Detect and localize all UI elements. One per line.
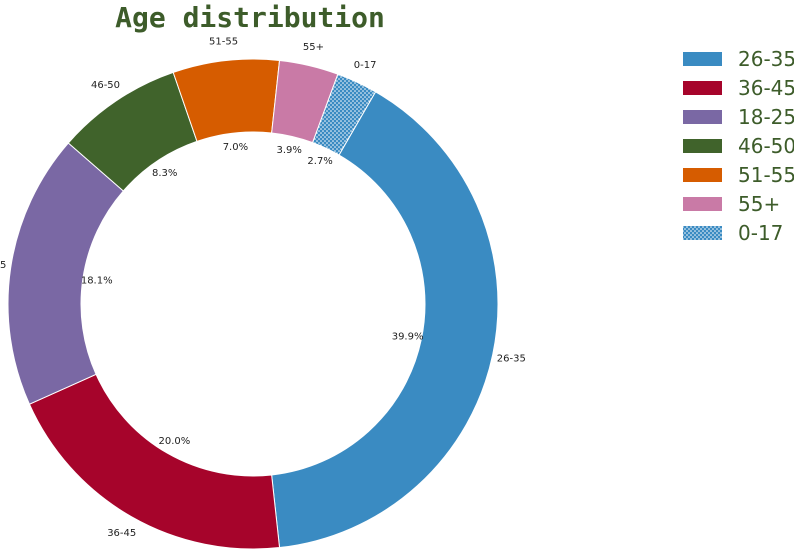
slice-label-51-55: 51-55 xyxy=(209,37,238,48)
slice-36-45 xyxy=(28,373,281,550)
pct-label-26-35: 39.9% xyxy=(392,332,424,343)
slice-label-26-35: 26-35 xyxy=(497,353,526,364)
slice-0-17 xyxy=(311,73,377,156)
legend-swatch-36-45 xyxy=(683,81,722,95)
legend-label-26-35: 26-35 xyxy=(738,47,794,71)
legend-label-55plus: 55+ xyxy=(738,192,780,216)
donut-slices xyxy=(7,58,499,550)
slice-label-55plus: 55+ xyxy=(303,42,324,53)
legend-label-51-55: 51-55 xyxy=(738,163,794,187)
legend-swatch-55plus xyxy=(683,197,722,211)
pct-label-0-17: 2.7% xyxy=(307,156,332,167)
category-labels: 26-35 36-45 18-25 46-50 51-55 55+ 0-17 xyxy=(0,37,526,539)
legend-label-18-25: 18-25 xyxy=(738,105,794,129)
legend-swatch-51-55 xyxy=(683,168,722,182)
pct-label-36-45: 20.0% xyxy=(159,436,191,447)
slice-18-25 xyxy=(7,142,125,405)
legend-label-0-17: 0-17 xyxy=(738,221,783,245)
chart-title: Age distribution xyxy=(115,1,385,34)
slice-label-0-17: 0-17 xyxy=(354,60,377,71)
pct-label-51-55: 7.0% xyxy=(223,142,248,153)
pct-label-55plus: 3.9% xyxy=(276,145,301,156)
pct-label-46-50: 8.3% xyxy=(152,168,177,179)
legend-swatch-26-35 xyxy=(683,52,722,66)
legend-swatch-46-50 xyxy=(683,139,722,153)
percentage-labels: 39.9% 20.0% 18.1% 8.3% 7.0% 3.9% 2.7% xyxy=(81,142,424,447)
legend-swatch-18-25 xyxy=(683,110,722,124)
slice-26-35 xyxy=(271,91,499,549)
pct-label-18-25: 18.1% xyxy=(81,276,113,287)
legend-label-46-50: 46-50 xyxy=(738,134,794,158)
legend-swatch-0-17 xyxy=(683,226,722,240)
legend-label-36-45: 36-45 xyxy=(738,76,794,100)
legend: 26-35 36-45 18-25 46-50 51-55 55+ 0-17 xyxy=(683,47,794,245)
slice-label-18-25: 18-25 xyxy=(0,260,6,271)
slice-label-36-45: 36-45 xyxy=(107,528,136,539)
slice-label-46-50: 46-50 xyxy=(91,80,120,91)
